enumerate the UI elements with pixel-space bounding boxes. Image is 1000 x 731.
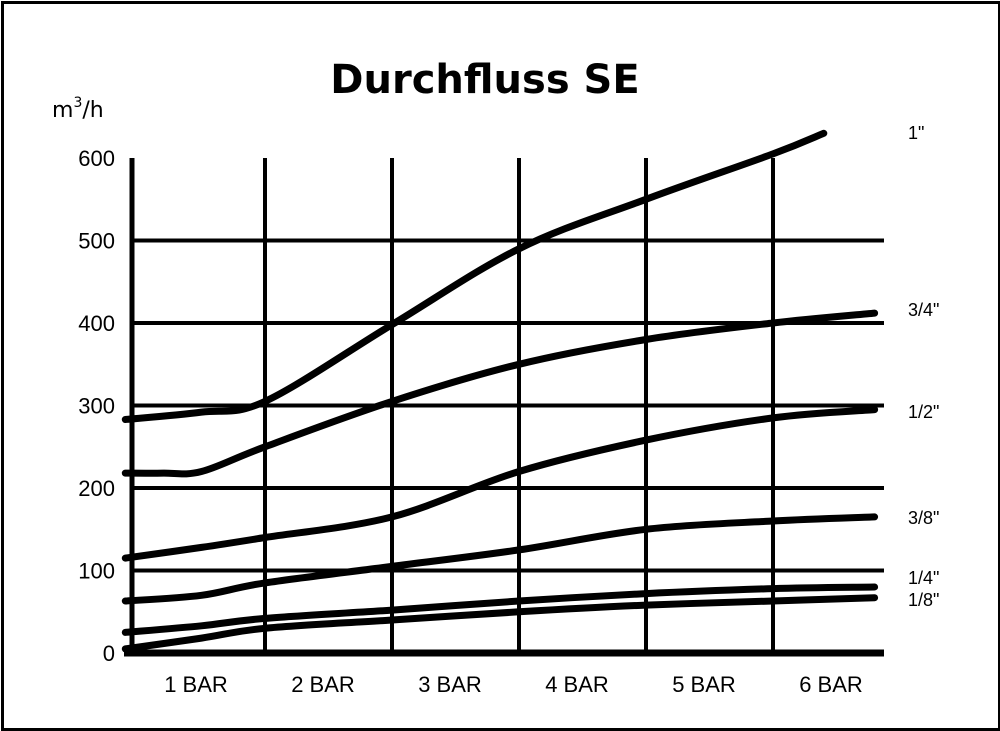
- series-label: 1/2": [908, 402, 939, 422]
- series-line: [121, 513, 879, 605]
- x-tick-label: 2 BAR: [291, 672, 355, 697]
- series-line: [121, 583, 879, 636]
- label-layer: 1" 3/4" 1/2" 3/8" 1/4"1/8": [908, 123, 939, 610]
- y-tick-label: 200: [78, 476, 115, 501]
- series-line: [121, 406, 879, 562]
- y-axis-unit: m3/h: [52, 95, 104, 123]
- y-tick-label: 100: [78, 559, 115, 584]
- x-tick-label: 6 BAR: [799, 672, 863, 697]
- series-line: [121, 129, 828, 423]
- chart-title: Durchfluss SE: [330, 57, 639, 103]
- y-tick-label: 600: [78, 146, 115, 171]
- y-tick-label: 500: [78, 229, 115, 254]
- y-tick-label: 400: [78, 311, 115, 336]
- series-label: 1/8": [908, 590, 939, 610]
- y-axis-unit-superscript: 3: [73, 95, 82, 111]
- x-tick-label: 4 BAR: [545, 672, 609, 697]
- y-axis-unit-base: m: [52, 98, 73, 123]
- series-layer: [121, 129, 879, 653]
- y-tick-label: 300: [78, 394, 115, 419]
- series-line: [121, 594, 879, 653]
- x-tick-label: 1 BAR: [164, 672, 228, 697]
- y-axis-unit-suffix: /h: [82, 98, 103, 123]
- y-tick-label: 0: [103, 641, 115, 666]
- series-line: [121, 309, 879, 478]
- x-tick-label: 5 BAR: [672, 672, 736, 697]
- series-label: 1": [908, 123, 924, 143]
- series-label: 1/4": [908, 568, 939, 588]
- x-tick-label: 3 BAR: [418, 672, 482, 697]
- series-label: 3/4": [908, 300, 939, 320]
- series-label: 3/8": [908, 508, 939, 528]
